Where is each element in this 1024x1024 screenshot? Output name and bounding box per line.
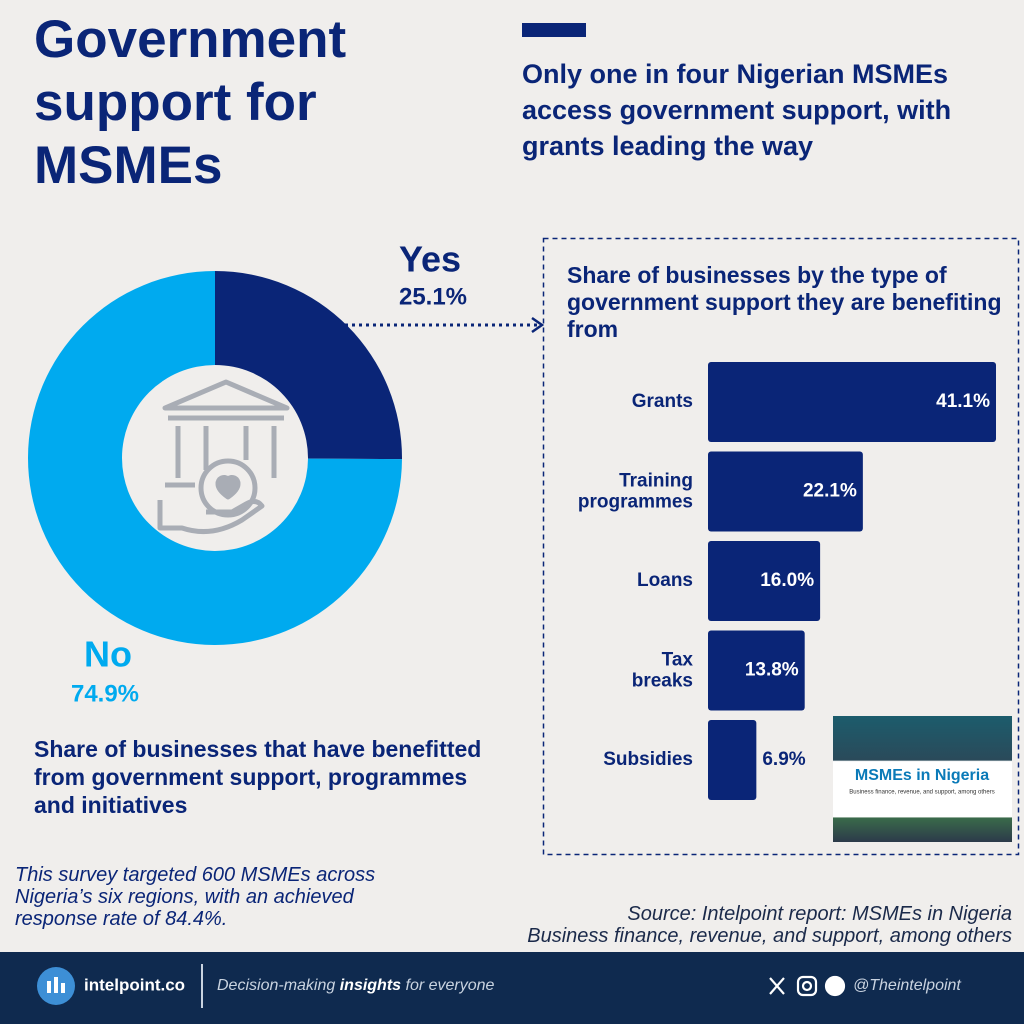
- segment-label: No: [84, 634, 132, 675]
- tagline-part: insights: [340, 977, 401, 994]
- donut: Yes 25.1% No 74.9%: [27, 239, 467, 707]
- value-label: 22.1%: [803, 481, 857, 502]
- report-thumbnail: MSMEs in Nigeria Business finance, reven…: [833, 716, 1012, 842]
- value-label: 41.1%: [936, 391, 990, 412]
- footer: intelpoint.co Decision-making insights f…: [0, 952, 1024, 1024]
- source-line: Source: Intelpoint report: MSMEs in Nige…: [627, 903, 1012, 925]
- tagline-part: Decision-making: [217, 977, 340, 994]
- bar: [708, 362, 996, 442]
- donut-segment: [27, 271, 402, 645]
- segment-value: 74.9%: [71, 680, 139, 707]
- page-title: Government support for MSMEs: [34, 10, 347, 195]
- donut-segment: [215, 271, 402, 460]
- value-label: 16.0%: [760, 570, 814, 591]
- bar: [708, 630, 805, 711]
- category-label: Subsidies: [603, 749, 693, 770]
- center-icon: [157, 379, 290, 535]
- value-label: 6.9%: [762, 749, 805, 770]
- tagline-part: for everyone: [401, 977, 494, 994]
- panel-border: [542, 237, 1020, 856]
- category-label: Tax breaks: [632, 650, 694, 692]
- segment-value: 25.1%: [399, 283, 467, 310]
- value-label: 13.8%: [745, 660, 799, 681]
- tagline: Decision-making insights for everyone: [217, 977, 495, 994]
- donut-title: Share of businesses that have benefitted…: [34, 736, 482, 818]
- bar: [708, 541, 821, 621]
- accent-bar: [522, 23, 586, 37]
- source-line: Business finance, revenue, and support, …: [527, 925, 1012, 947]
- connector-arrow: [531, 316, 545, 334]
- category-label: Training programmes: [578, 471, 693, 513]
- thumbnail-title: MSMEs in Nigeria: [855, 767, 989, 784]
- survey-note: This survey targeted 600 MSMEs across Ni…: [15, 864, 376, 930]
- brand: intelpoint.co: [84, 975, 185, 994]
- social-handle: @Theintelpoint: [853, 977, 961, 994]
- thumbnail-subtitle: Business finance, revenue, and support, …: [849, 790, 994, 796]
- bar-chart: Grants 41.1% Training programmes 22.1% Loans 1…: [578, 362, 996, 800]
- brand-logo-bars: [47, 977, 65, 993]
- category-label: Loans: [637, 570, 693, 591]
- source: Source: Intelpoint report: MSMEs in Nige…: [527, 903, 1012, 947]
- bar: [708, 720, 757, 800]
- footer-art: intelpoint.co Decision-making insights f…: [37, 964, 961, 1008]
- subtitle: Only one in four Nigerian MSMEs access g…: [522, 59, 952, 161]
- bar-chart-title: Share of businesses by the type of gover…: [567, 262, 1002, 342]
- category-label: Grants: [632, 391, 693, 412]
- bar: [708, 451, 863, 532]
- social-icons: [769, 975, 846, 997]
- segment-label: Yes: [399, 239, 461, 280]
